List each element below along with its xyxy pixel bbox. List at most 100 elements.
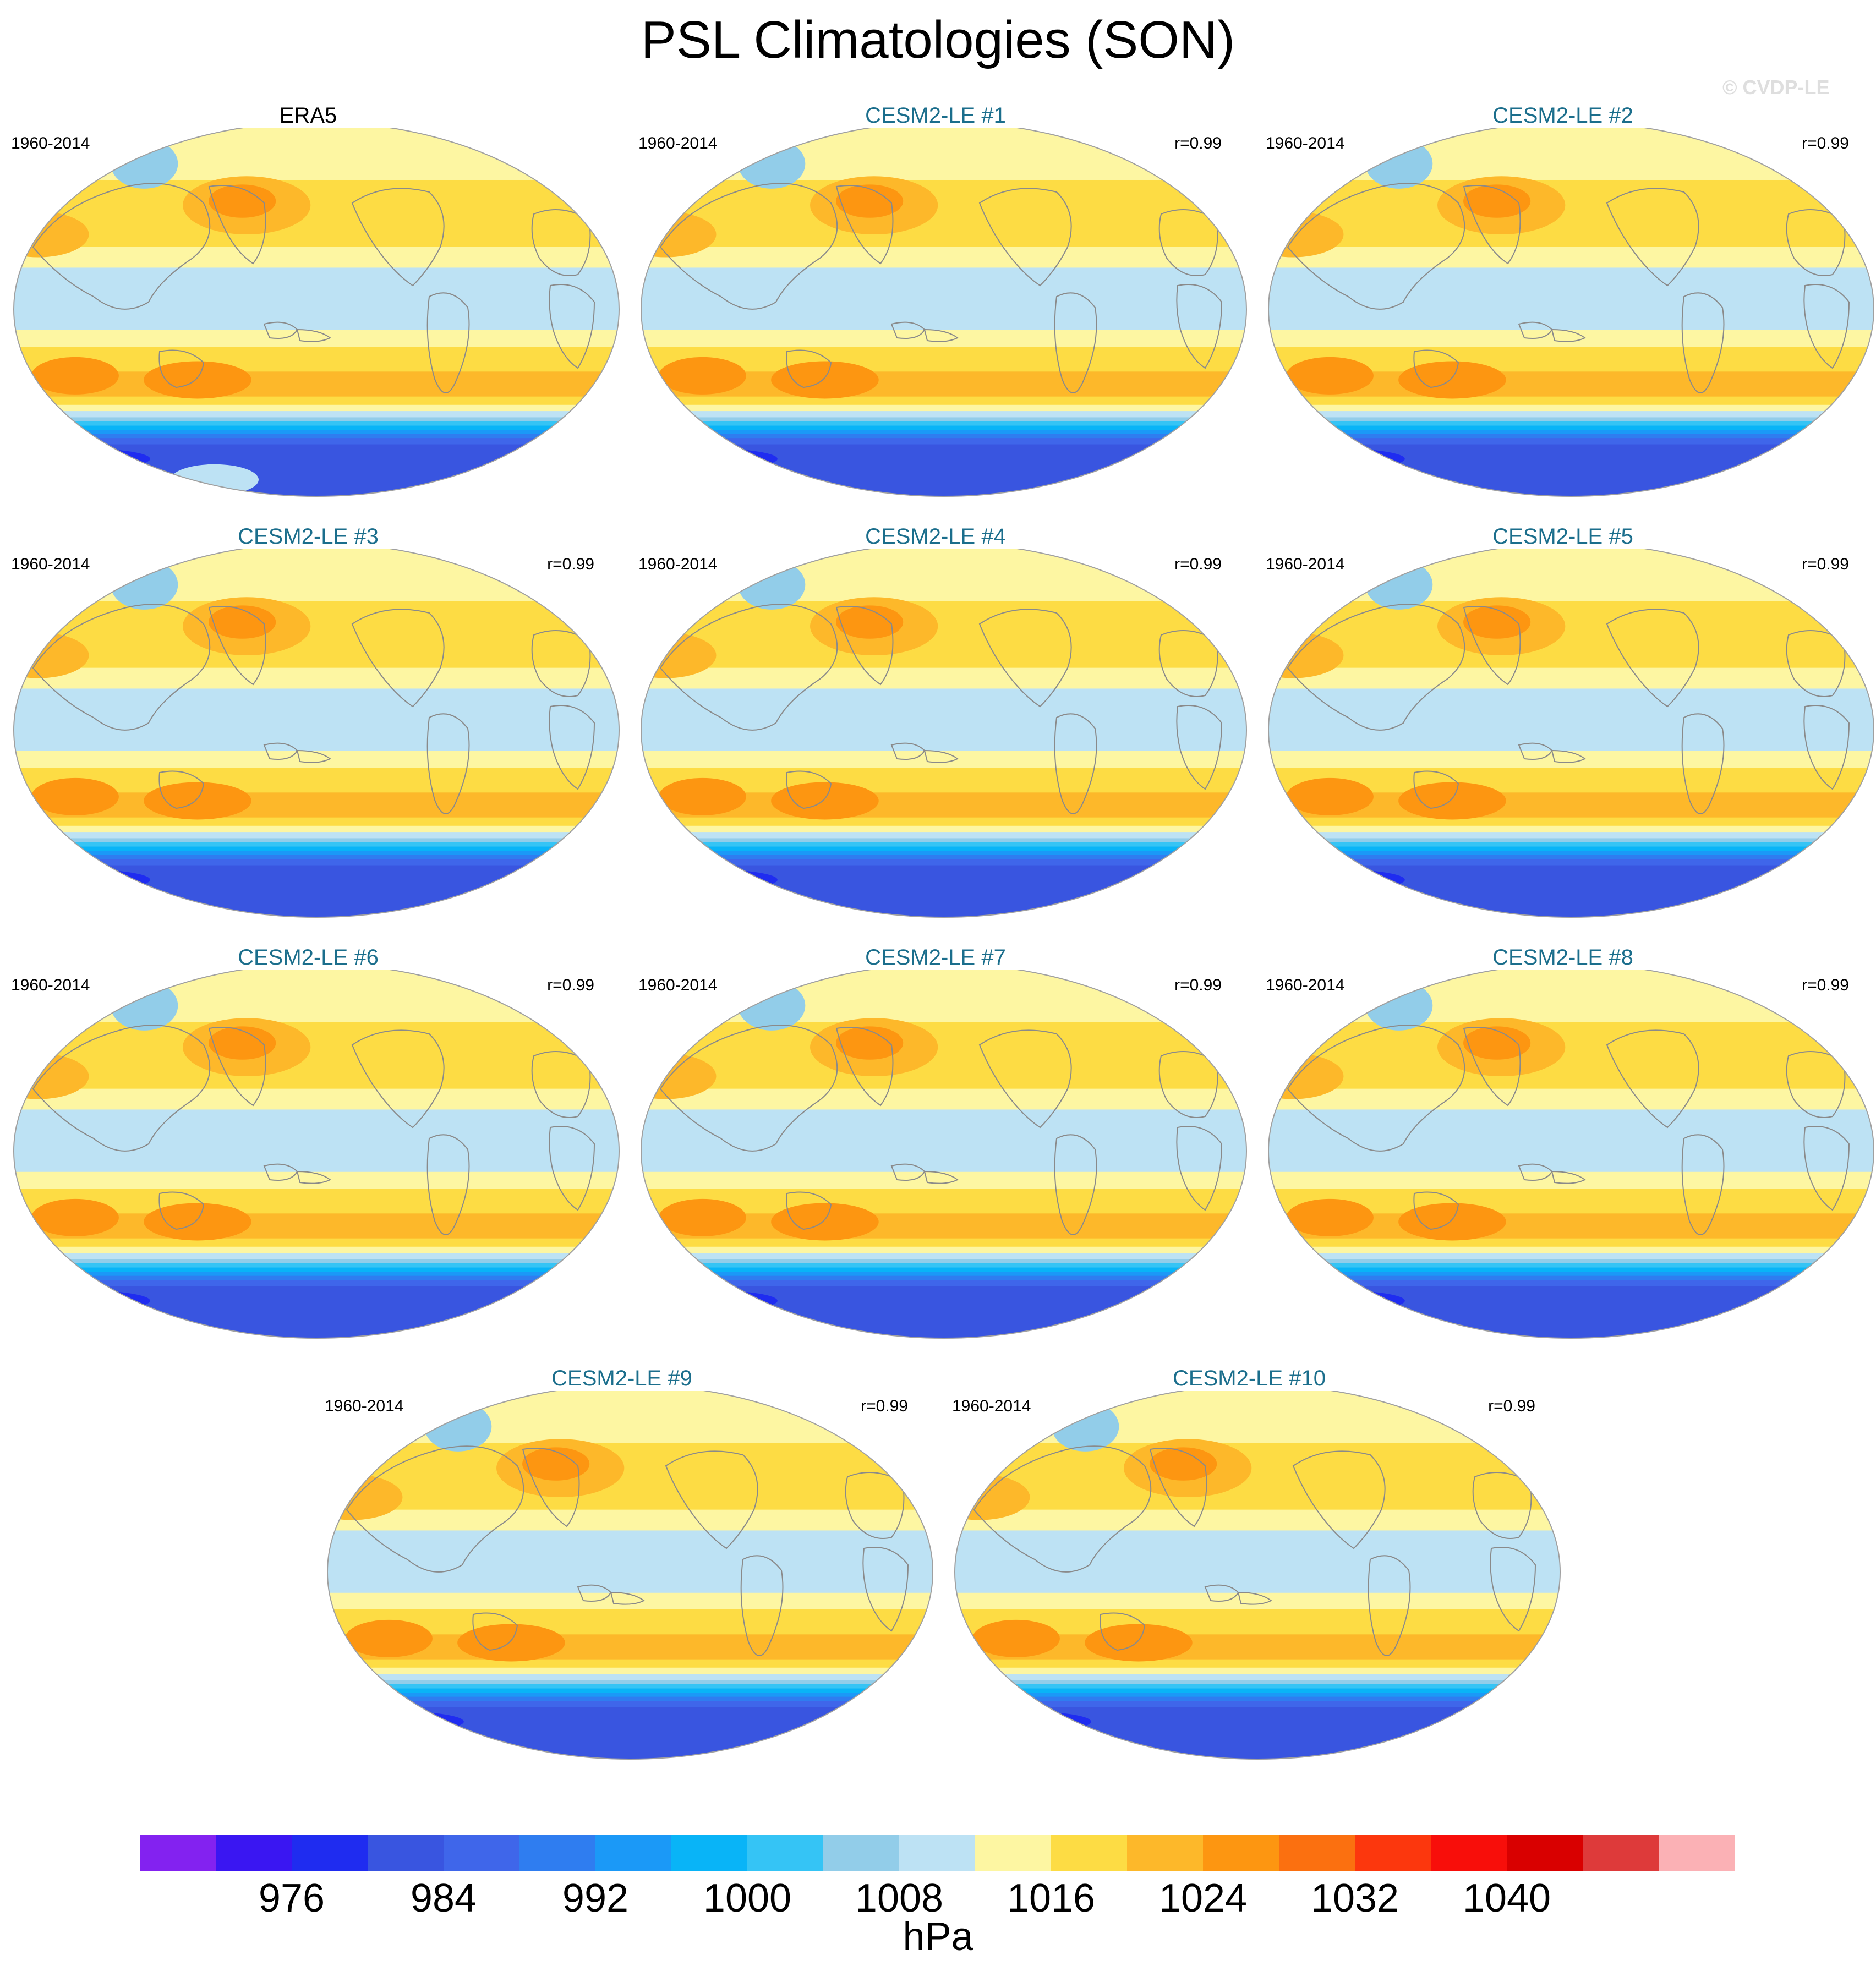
pressure-band [1268, 1043, 1874, 1069]
pressure-band [1268, 1238, 1874, 1247]
globe-outline [641, 128, 1247, 497]
pressure-cell [329, 1711, 464, 1732]
pressure-band [327, 1592, 933, 1610]
colorbar-ticks: 976 984 992 1000 1008 1016 1024 1032 1040 [140, 1876, 1735, 1920]
panel-title: CESM2-LE #3 [238, 524, 379, 549]
pressure-band [14, 751, 619, 768]
pressure-band [14, 226, 619, 248]
pressure-cell [144, 361, 251, 399]
pressure-band [14, 832, 619, 839]
pressure-band [14, 667, 619, 689]
pressure-band [14, 859, 619, 866]
pressure-band [14, 851, 619, 856]
pressure-band [14, 1259, 619, 1264]
coastline [1681, 1134, 1725, 1235]
coastline [1786, 630, 1846, 697]
coastline [1158, 630, 1218, 697]
pressure-band [955, 1684, 1560, 1689]
pressure-cell [522, 1447, 590, 1481]
pressure-band [14, 838, 619, 843]
pressure-band [641, 859, 1246, 866]
coastline [786, 349, 832, 388]
coastline [472, 1612, 518, 1651]
pressure-band [955, 1667, 1560, 1674]
psl-map [13, 549, 620, 918]
coastline [1803, 705, 1850, 790]
panel-correlation: r=0.99 [1174, 134, 1222, 152]
coastline [923, 749, 959, 763]
pressure-band [641, 647, 1246, 669]
psl-map [1268, 549, 1874, 918]
colorbar-box [1659, 1835, 1735, 1871]
map-panel: CESM2-LE #3 1960-2014 r=0.99 [0, 523, 620, 927]
pressure-band [14, 347, 619, 360]
pressure-band [641, 160, 1246, 181]
coastline [531, 209, 591, 276]
pressure-band [14, 647, 619, 669]
pressure-band [14, 396, 619, 406]
pressure-band [1268, 1246, 1874, 1253]
pressure-band [327, 1488, 933, 1510]
pressure-cell [1150, 1447, 1217, 1481]
coastline [1472, 1472, 1532, 1539]
coastline [1463, 1027, 1521, 1107]
coastline [549, 284, 595, 369]
coastline [32, 1025, 211, 1152]
pressure-band [1268, 846, 1874, 851]
pressure-band [1268, 425, 1874, 430]
pressure-band [14, 1263, 619, 1268]
pressure-band [1268, 865, 1874, 917]
pressure-band [641, 865, 1246, 917]
coastline [1149, 1448, 1207, 1527]
pressure-cell [209, 1026, 276, 1060]
pressure-band [14, 825, 619, 833]
pressure-band [1268, 601, 1874, 623]
pressure-band [1268, 444, 1874, 496]
colorbar-box [595, 1835, 672, 1871]
pressure-band [14, 1275, 619, 1280]
pressure-band [1268, 832, 1874, 839]
pressure-cell [1463, 1026, 1531, 1060]
pressure-band [1268, 622, 1874, 648]
pressure-band [327, 1680, 933, 1685]
pressure-band [641, 1286, 1246, 1338]
pressure-band [641, 1189, 1246, 1202]
pressure-band [955, 1609, 1560, 1623]
pressure-band [641, 1259, 1246, 1264]
pressure-band [641, 622, 1246, 648]
pressure-band [1268, 1189, 1874, 1202]
pressure-cell [144, 1203, 251, 1241]
pressure-band [14, 1171, 619, 1189]
colorbar-box [519, 1835, 596, 1871]
coastline [1463, 606, 1521, 686]
pressure-band [641, 838, 1246, 843]
pressure-band [1268, 751, 1874, 768]
pressure-band [955, 1443, 1560, 1465]
pressure-band [1268, 768, 1874, 781]
colorbar-tick-label: 984 [410, 1876, 477, 1920]
pressure-band [641, 846, 1246, 851]
panel-correlation: r=0.99 [1174, 555, 1222, 573]
pressure-band [14, 1246, 619, 1253]
pressure-band [327, 1422, 933, 1444]
pressure-cell [1286, 1198, 1374, 1236]
pressure-band [1268, 430, 1874, 435]
coastline [522, 1448, 580, 1527]
coastline [923, 328, 959, 342]
pressure-band [641, 667, 1246, 689]
pressure-band [14, 438, 619, 445]
colorbar-tick-label: 992 [562, 1876, 629, 1920]
pressure-band [14, 411, 619, 418]
pressure-band [1268, 1275, 1874, 1280]
pressure-band [1268, 434, 1874, 439]
pressure-band [1268, 851, 1874, 856]
pressure-band [14, 1238, 619, 1247]
coastline [158, 349, 205, 388]
psl-map [641, 128, 1247, 497]
coastline [1158, 209, 1218, 276]
map-panel: ERA5 1960-2014 [0, 102, 620, 506]
pressure-band [641, 434, 1246, 439]
coastline [923, 1170, 959, 1184]
pressure-band [327, 1464, 933, 1489]
globe-outline [13, 128, 620, 497]
